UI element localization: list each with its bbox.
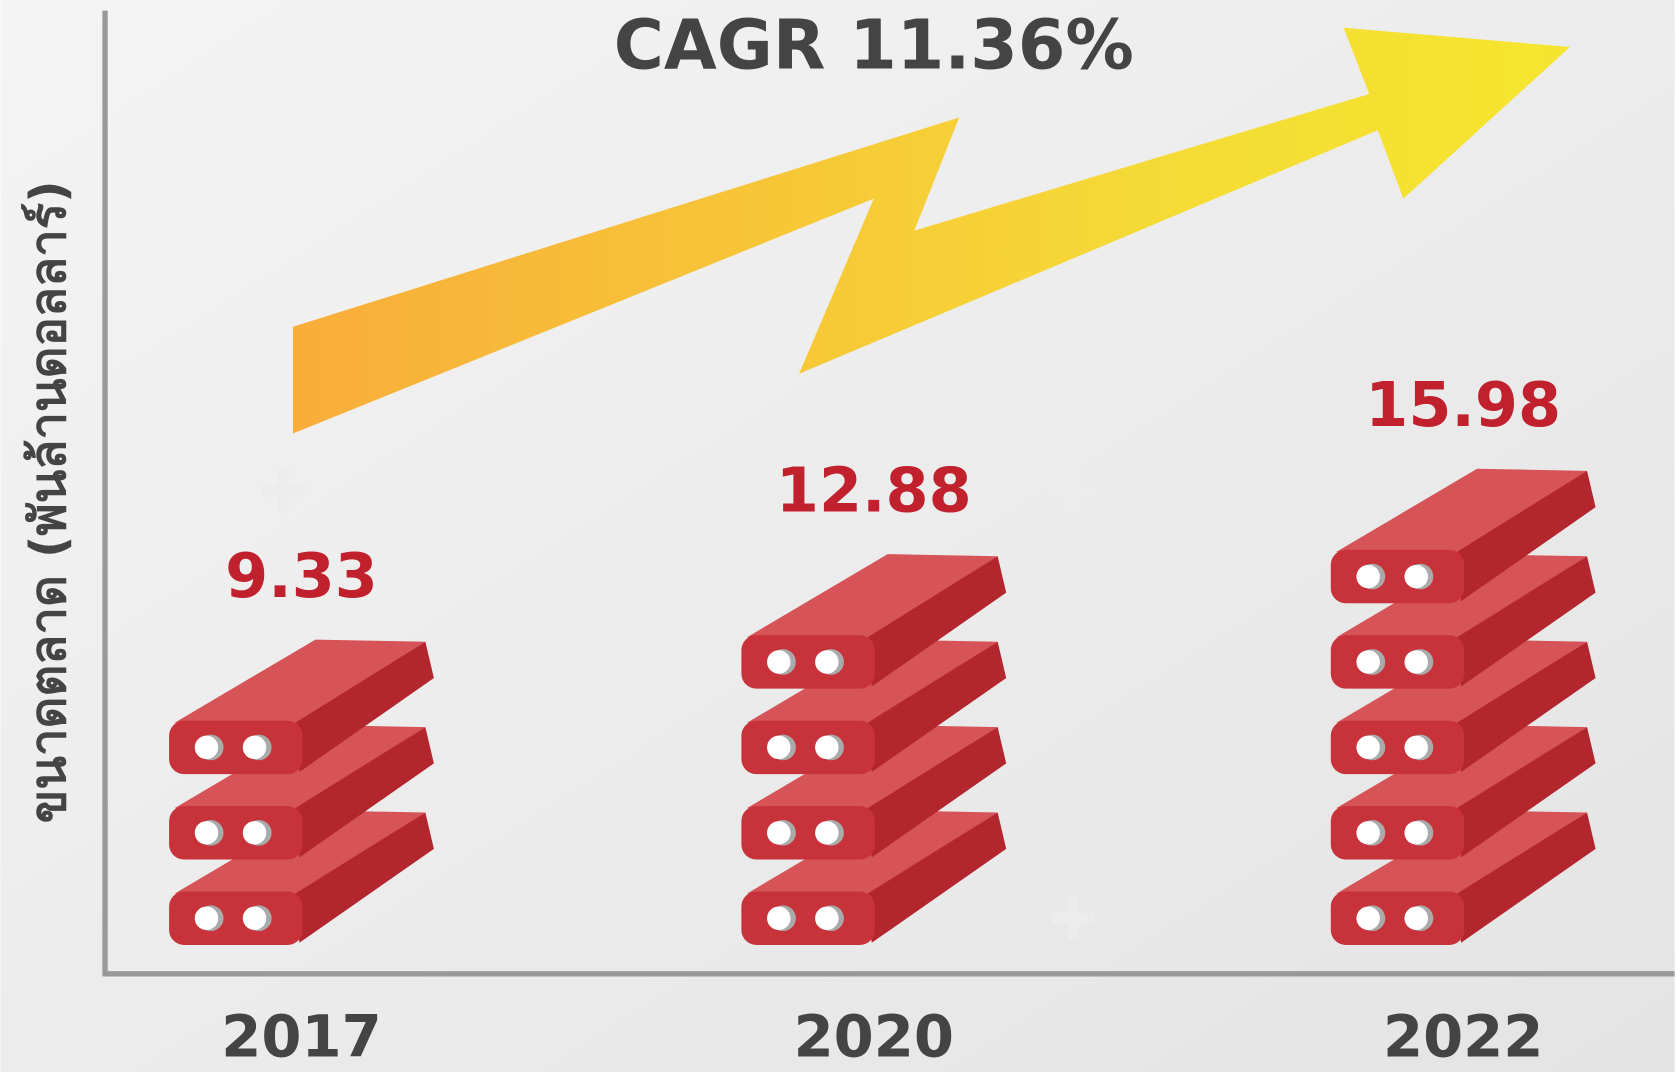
block-front: [1331, 550, 1464, 603]
block-hole: [1404, 736, 1427, 759]
value-label: 15.98: [1365, 369, 1561, 441]
x-tick-label: 2017: [221, 1003, 381, 1071]
value-label: 12.88: [776, 454, 972, 526]
block-front: [1331, 721, 1464, 774]
block-hole: [1356, 650, 1379, 673]
block-hole: [767, 650, 790, 673]
block-hole: [195, 821, 218, 844]
block-front: [169, 892, 302, 945]
x-tick-label: 2022: [1383, 1003, 1543, 1071]
chart: CAGR 11.36% ขนาดตลาด (พันล้านดอลลาร์) 20…: [0, 0, 1675, 1072]
block-hole: [815, 650, 838, 673]
block-hole: [195, 736, 218, 759]
block-front: [741, 806, 874, 859]
value-label: 9.33: [225, 540, 378, 612]
chart-title: CAGR 11.36%: [614, 7, 1134, 86]
block-front: [741, 635, 874, 688]
block-hole: [1404, 821, 1427, 844]
block-hole: [767, 907, 790, 930]
page: CAGR 11.36% ขนาดตลาด (พันล้านดอลลาร์) 20…: [0, 0, 1675, 1072]
block-hole: [1404, 565, 1427, 588]
y-axis-label: ขนาดตลาด (พันล้านดอลลาร์): [19, 180, 77, 823]
x-tick-label: 2020: [794, 1003, 954, 1071]
block-front: [741, 892, 874, 945]
block-front: [1331, 635, 1464, 688]
block-hole: [1356, 907, 1379, 930]
block-front: [1331, 892, 1464, 945]
block-front: [741, 721, 874, 774]
block-front: [1331, 806, 1464, 859]
block-front: [169, 806, 302, 859]
block-hole: [243, 907, 266, 930]
block-hole: [1404, 650, 1427, 673]
block-hole: [767, 821, 790, 844]
block-front: [169, 721, 302, 774]
block-hole: [1356, 736, 1379, 759]
block-hole: [1356, 565, 1379, 588]
block-hole: [195, 907, 218, 930]
block-hole: [1404, 907, 1427, 930]
block-hole: [767, 736, 790, 759]
block-hole: [815, 736, 838, 759]
block-hole: [1356, 821, 1379, 844]
block-hole: [815, 907, 838, 930]
block-hole: [243, 821, 266, 844]
block-hole: [243, 736, 266, 759]
block-hole: [815, 821, 838, 844]
